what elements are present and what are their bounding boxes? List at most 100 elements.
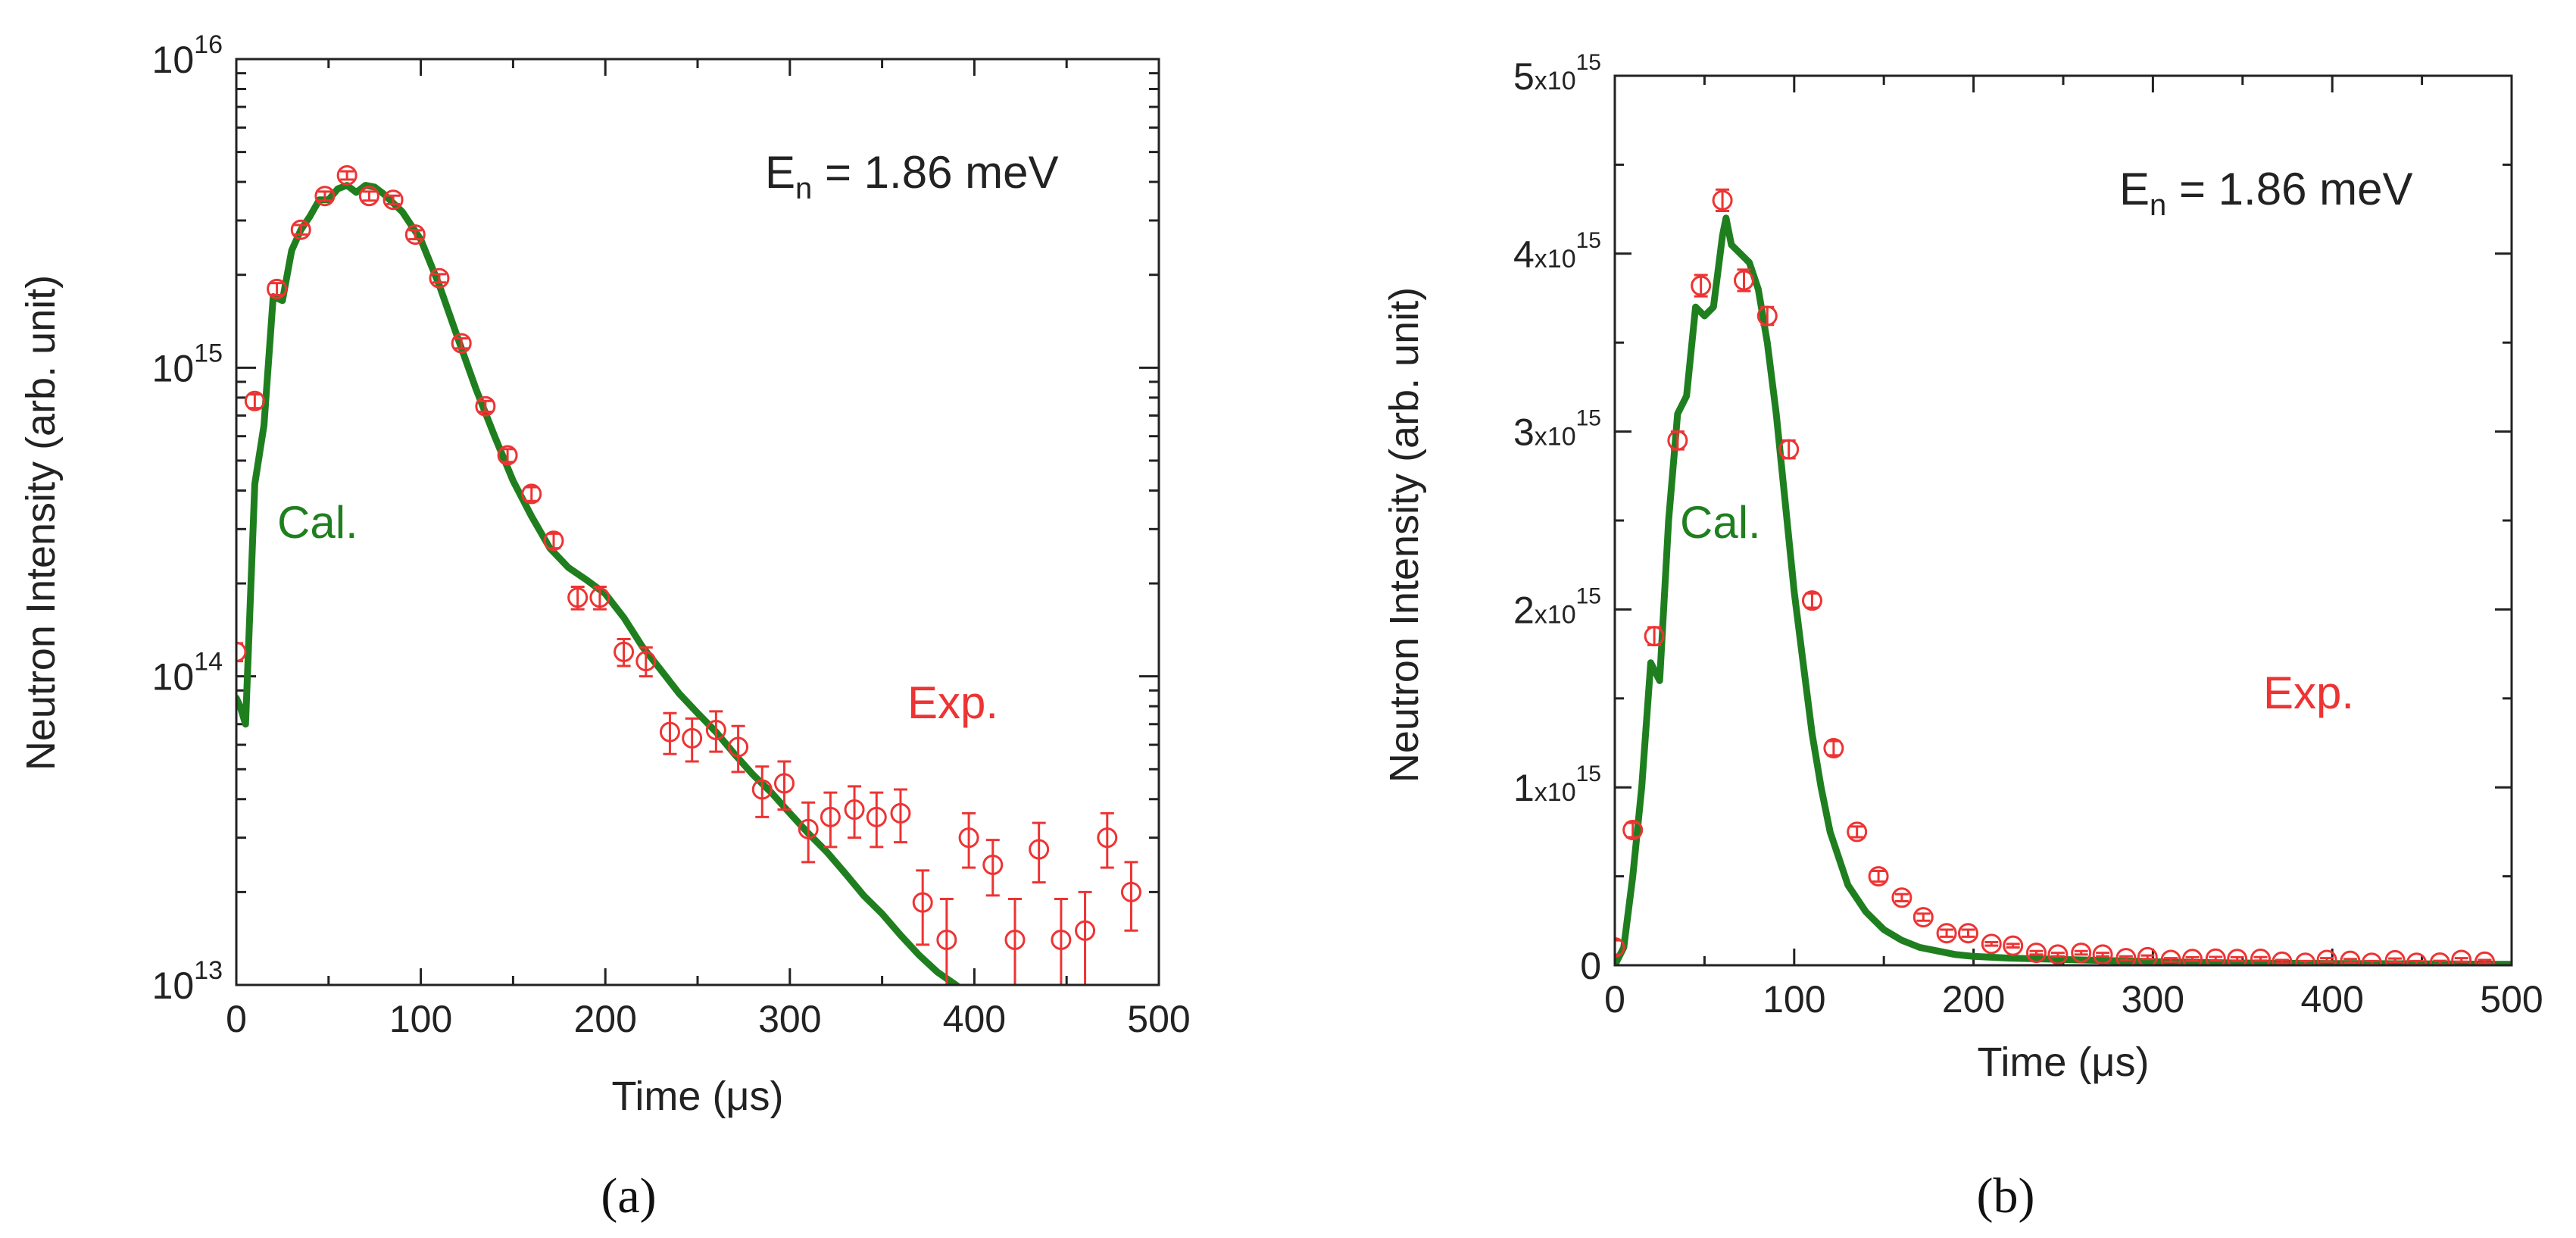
- exp-point: [659, 721, 680, 742]
- x-tick-label: 400: [943, 998, 1006, 1040]
- panel-b-energy-annotation: En = 1.86 meV: [2119, 164, 2412, 222]
- exp-point: [1868, 866, 1889, 887]
- exp-point: [728, 736, 749, 758]
- panel-b-ylabel: Neutron Intensity (arb. unit): [1382, 287, 1427, 783]
- y-tick-label: 1013: [152, 956, 223, 1007]
- exp-point: [912, 892, 933, 913]
- panel-a-ticks: [235, 58, 1160, 986]
- exp-point: [2340, 950, 2361, 965]
- panel-a-energy-main: E: [765, 147, 795, 198]
- exp-point: [890, 802, 911, 824]
- exp-point: [2272, 951, 2293, 965]
- panel-b-exp-series: [1615, 188, 2495, 965]
- exp-point: [2115, 948, 2137, 965]
- panel-a-energy-rest: = 1.86 meV: [812, 147, 1058, 198]
- exp-point: [2295, 952, 2316, 965]
- exp-point: [1733, 270, 1754, 291]
- exp-point: [2025, 943, 2047, 964]
- exp-point: [936, 929, 957, 950]
- exp-point: [244, 390, 265, 411]
- exp-point: [682, 727, 703, 749]
- panel-b-cal-series: [1615, 214, 2512, 965]
- exp-point: [2250, 949, 2271, 965]
- exp-point: [1756, 305, 1778, 327]
- exp-point: [236, 641, 247, 662]
- exp-point: [1622, 820, 1644, 841]
- exp-point: [798, 818, 819, 839]
- y-tick-label: 5x1015: [1513, 50, 1601, 98]
- panel-a-exp-series: [236, 164, 1141, 985]
- y-tick-label: 1015: [152, 339, 223, 389]
- panel-b-label: (b): [1977, 1168, 2035, 1224]
- x-tick-label: 300: [2122, 978, 2184, 1021]
- exp-point: [567, 587, 589, 608]
- x-tick-label: 200: [1942, 978, 2005, 1021]
- exp-point: [1912, 907, 1934, 928]
- exp-point: [1847, 821, 1868, 843]
- exp-point: [475, 395, 496, 417]
- exp-point: [2474, 951, 2495, 965]
- exp-point: [2137, 946, 2158, 965]
- exp-point: [1004, 929, 1026, 950]
- x-tick-label: 300: [758, 998, 821, 1040]
- exp-point: [429, 267, 450, 289]
- exp-point: [1778, 439, 1800, 460]
- exp-point: [589, 587, 610, 608]
- panel-a-tick-labels: 0 100 200 300 400 500 1013 1014 1015 1016: [152, 30, 1191, 1040]
- exp-point: [336, 164, 358, 186]
- y-tick-label: 2x1015: [1513, 583, 1601, 631]
- exp-point: [1120, 881, 1141, 902]
- exp-point: [2205, 948, 2226, 965]
- y-tick-label: 0: [1580, 945, 1601, 987]
- exp-point: [451, 333, 472, 354]
- panel-a-cal-label: Cal.: [277, 497, 358, 548]
- exp-point: [751, 779, 773, 800]
- panel-b-tick-labels: 0 100 200 300 400 500 0 1x1015 2x1015 3x1015 4x101…: [1513, 50, 2543, 1021]
- exp-point: [314, 186, 336, 207]
- exp-point: [1029, 839, 1050, 860]
- exp-point: [2003, 935, 2024, 956]
- exp-point: [1615, 937, 1625, 958]
- panel-b-energy-rest: = 1.86 meV: [2166, 164, 2412, 214]
- panel-a: 0 100 200 300 400 500 1013 1014 1015 1016 Time (μ…: [18, 30, 1191, 1224]
- x-tick-label: 100: [389, 998, 452, 1040]
- y-tick-label: 4x1015: [1513, 228, 1601, 276]
- exp-point: [358, 186, 379, 207]
- panel-a-cal-series: [236, 182, 962, 985]
- cal-curve: [236, 182, 962, 985]
- exp-point: [1075, 920, 1096, 941]
- exp-point: [2071, 943, 2092, 964]
- x-tick-label: 0: [226, 998, 247, 1040]
- exp-point: [614, 641, 635, 662]
- exp-point: [2361, 952, 2382, 965]
- exp-point: [267, 278, 288, 299]
- exp-point: [982, 854, 1004, 875]
- exp-point: [404, 224, 426, 245]
- exp-point: [1691, 275, 1712, 296]
- x-tick-label: 0: [1604, 978, 1625, 1021]
- exp-point: [382, 189, 404, 211]
- exp-point: [1644, 626, 1665, 647]
- exp-point: [2429, 952, 2450, 965]
- panel-a-label: (a): [601, 1168, 656, 1224]
- panel-b-energy-main: E: [2119, 164, 2150, 214]
- y-tick-label: 1x1015: [1513, 761, 1601, 809]
- exp-point: [543, 530, 564, 552]
- exp-point: [820, 806, 841, 827]
- panel-a-exp-label: Exp.: [907, 677, 998, 728]
- panel-a-energy-sub: n: [795, 172, 812, 205]
- exp-point: [1051, 929, 1072, 950]
- exp-point: [2160, 949, 2181, 965]
- panel-a-ylabel: Neutron Intensity (arb. unit): [18, 275, 64, 771]
- exp-point: [521, 483, 542, 505]
- y-tick-label: 1016: [152, 30, 223, 81]
- panel-a-plot-frame: [235, 58, 1160, 986]
- exp-point: [2047, 944, 2069, 965]
- panel-a-energy-annotation: En = 1.86 meV: [765, 147, 1058, 205]
- panel-b-energy-sub: n: [2150, 189, 2166, 222]
- exp-point: [2406, 952, 2427, 965]
- x-tick-label: 500: [1127, 998, 1190, 1040]
- exp-point: [1712, 189, 1733, 211]
- exp-point: [290, 219, 311, 240]
- exp-point: [1823, 738, 1844, 759]
